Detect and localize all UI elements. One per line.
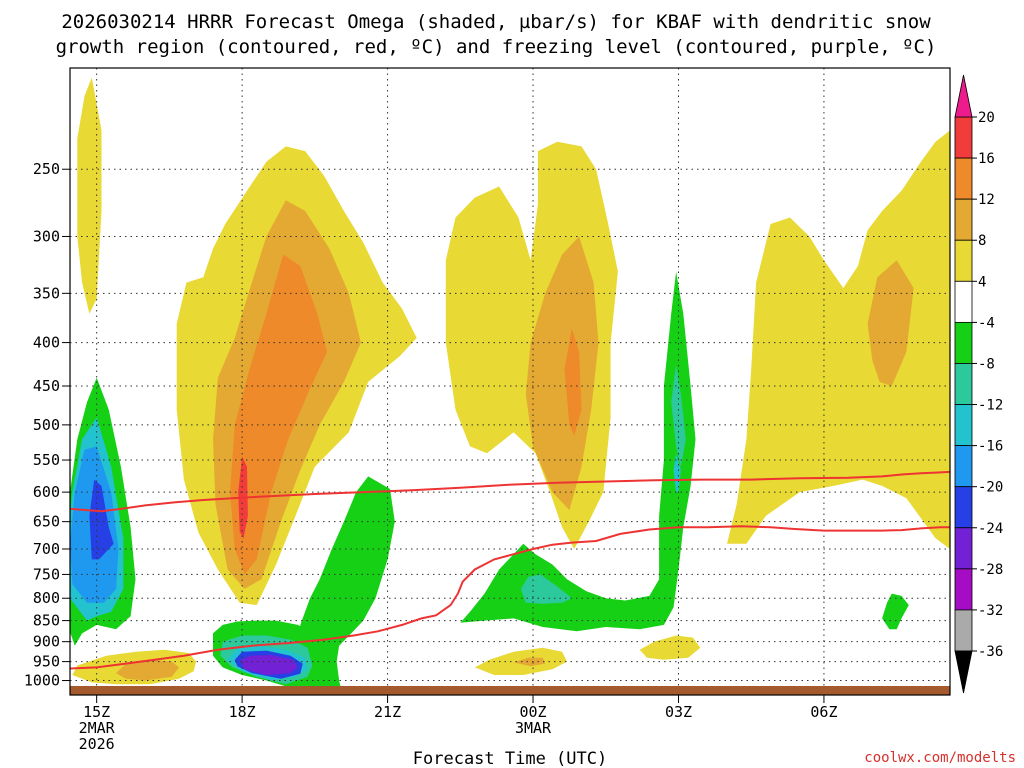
y-tick-label-350: 350 bbox=[33, 284, 60, 302]
y-tick-label-950: 950 bbox=[33, 653, 60, 671]
omega-region-descending-cell-right bbox=[882, 593, 909, 630]
omega-region-upward-motion-18z-3 bbox=[230, 254, 327, 575]
y-tick-label-550: 550 bbox=[33, 451, 60, 469]
colorbar-label--32: -32 bbox=[978, 603, 1003, 619]
colorbar-bin--12-to--8 bbox=[954, 363, 973, 405]
colorbar-label--20: -20 bbox=[978, 480, 1003, 496]
x-tick-label-24-0: 00Z bbox=[519, 703, 546, 721]
omega-region-descending-band-00z-2 bbox=[520, 574, 572, 604]
x-tick-label-18-0: 18Z bbox=[229, 703, 256, 721]
colorbar-bin--32-to--28 bbox=[954, 568, 973, 611]
x-tick-label-15-1: 2MAR bbox=[79, 719, 116, 737]
y-axis: 250 300 350 400 450 500 550 600 650 700 750 800 850 9… bbox=[24, 160, 70, 690]
colorbar-label-12: 12 bbox=[978, 192, 995, 208]
colorbar-label--12: -12 bbox=[978, 398, 1003, 414]
colorbar-bin--20-to--16 bbox=[954, 445, 973, 488]
x-tick-label-21-0: 21Z bbox=[374, 703, 401, 721]
colorbar-label--4: -4 bbox=[978, 315, 995, 331]
y-tick-label-800: 800 bbox=[33, 589, 60, 607]
colorbar-bin--16-to--12 bbox=[954, 404, 973, 447]
x-tick-label-15-0: 15Z bbox=[83, 703, 110, 721]
omega-region-upward-motion-right-2 bbox=[867, 260, 914, 386]
omega-region-upward-motion-00z-2 bbox=[525, 236, 599, 511]
colorbar-bin--4-to-4 bbox=[954, 280, 973, 323]
colorbar-under-triangle bbox=[954, 650, 973, 694]
omega-region-upward-motion-left-column bbox=[77, 77, 102, 314]
omega-shading bbox=[70, 77, 950, 695]
colorbar: 20 16 12 8 4 -4 -8 -12 -16 -20 -24 -28 -32 -36 bbox=[954, 74, 1003, 694]
y-tick-label-250: 250 bbox=[33, 160, 60, 178]
colorbar-bin--24-to--20 bbox=[954, 486, 973, 529]
colorbar-label--36: -36 bbox=[978, 644, 1003, 660]
ground-strip bbox=[70, 686, 950, 695]
colorbar-over-triangle bbox=[954, 74, 973, 118]
x-tick-label-24-1: 3MAR bbox=[515, 719, 552, 737]
y-tick-label-1000: 1000 bbox=[24, 672, 60, 690]
x-axis-title: Forecast Time (UTC) bbox=[413, 749, 607, 768]
colorbar-bin-4-to-8 bbox=[954, 239, 973, 282]
colorbar-label-20: 20 bbox=[978, 110, 995, 126]
plot-frame bbox=[69, 67, 951, 696]
omega-region-upward-motion-right bbox=[727, 130, 950, 549]
colorbar-label-16: 16 bbox=[978, 151, 995, 167]
gridlines bbox=[70, 68, 950, 695]
omega-region-descending-cell-18z-5 bbox=[239, 655, 298, 675]
omega-region-upward-cell-low-03z bbox=[639, 635, 701, 660]
omega-region-descending-band-00z bbox=[460, 271, 696, 632]
credit-text: coolwx.com/modelts bbox=[864, 750, 1016, 766]
colorbar-label-8: 8 bbox=[978, 233, 986, 249]
colorbar-label--16: -16 bbox=[978, 439, 1003, 455]
colorbar-bin-16-to-20 bbox=[954, 116, 973, 159]
omega-region-upward-motion-00z-3 bbox=[564, 328, 582, 436]
y-tick-label-400: 400 bbox=[33, 334, 60, 352]
x-tick-label-27-0: 03Z bbox=[665, 703, 692, 721]
chart-title-line-1: 2026030214 HRRR Forecast Omega (shaded, … bbox=[61, 11, 931, 33]
y-tick-label-300: 300 bbox=[33, 227, 60, 245]
colorbar-bin-12-to-16 bbox=[954, 157, 973, 200]
colorbar-label--24: -24 bbox=[978, 521, 1003, 537]
x-tick-label-30-0: 06Z bbox=[810, 703, 837, 721]
omega-region-descending-band-03z-2 bbox=[673, 453, 681, 493]
y-tick-label-700: 700 bbox=[33, 540, 60, 558]
y-tick-label-900: 900 bbox=[33, 633, 60, 651]
omega-region-descending-core-left-4 bbox=[89, 479, 114, 560]
colorbar-bin--36-to--32 bbox=[954, 609, 973, 652]
omega-region-upward-cell-low-left-2 bbox=[116, 659, 180, 681]
y-tick-label-850: 850 bbox=[33, 612, 60, 630]
x-tick-label-15-2: 2026 bbox=[79, 735, 115, 753]
colorbar-label--8: -8 bbox=[978, 356, 995, 372]
y-tick-label-500: 500 bbox=[33, 416, 60, 434]
y-tick-label-450: 450 bbox=[33, 377, 60, 395]
omega-region-descending-band-21z bbox=[300, 476, 395, 692]
y-tick-label-600: 600 bbox=[33, 483, 60, 501]
y-tick-label-650: 650 bbox=[33, 513, 60, 531]
dendritic-growth-contours bbox=[70, 470, 950, 670]
colorbar-bin-8-to-12 bbox=[954, 198, 973, 241]
colorbar-label--28: -28 bbox=[978, 562, 1003, 578]
dendritic-contour--12 bbox=[70, 470, 950, 513]
colorbar-bin--8-to--4 bbox=[954, 321, 973, 364]
y-tick-label-750: 750 bbox=[33, 565, 60, 583]
colorbar-bin--28-to--24 bbox=[954, 527, 973, 570]
omega-region-upward-cell-low-00z-2 bbox=[513, 657, 546, 667]
chart-title-line-2: growth region (contoured, red, ºC) and f… bbox=[56, 36, 937, 58]
dendritic-contour--18 bbox=[70, 525, 950, 670]
colorbar-label-4: 4 bbox=[978, 274, 986, 290]
